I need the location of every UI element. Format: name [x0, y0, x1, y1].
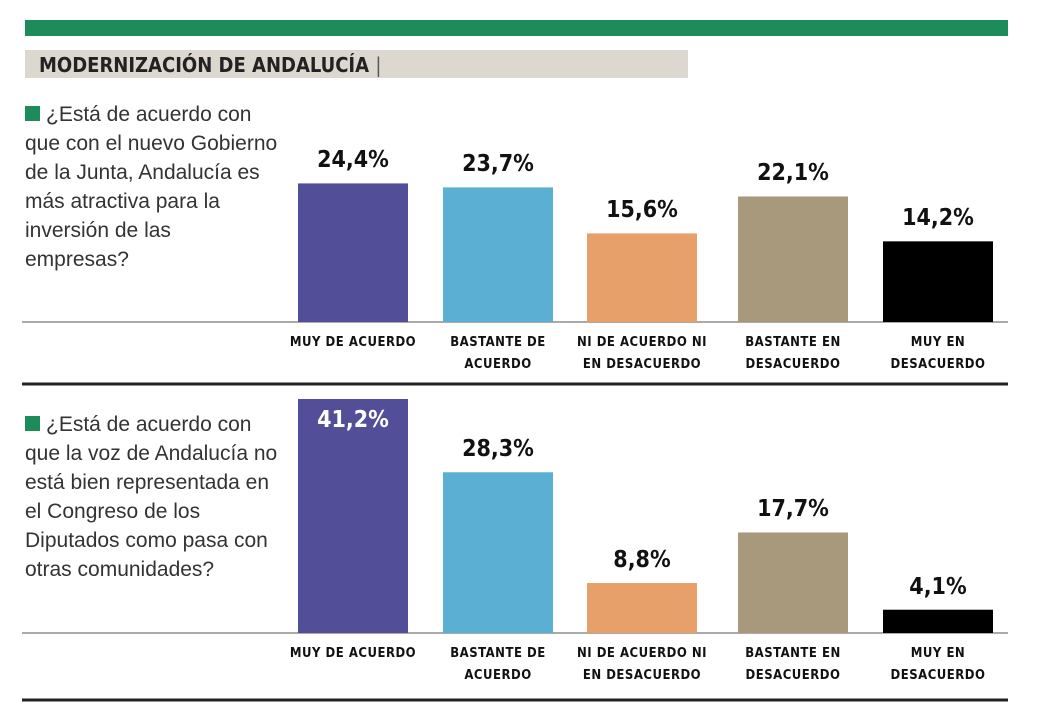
question: ¿Está de acuerdo con que con el nuevo Go… [25, 100, 280, 274]
value-label: 17,7% [757, 496, 829, 523]
bar [587, 583, 697, 633]
value-label: 4,1% [909, 573, 967, 600]
category-label: NI DE ACUERDO NI EN DESACUERDO [577, 646, 707, 683]
bar [883, 609, 993, 633]
bullet [25, 416, 40, 431]
question: ¿Está de acuerdo con que la voz de Andal… [25, 410, 280, 584]
value-label: 15,6% [606, 197, 678, 224]
value-label: 28,3% [462, 436, 534, 463]
bar [738, 196, 848, 322]
value-label: 14,2% [902, 205, 974, 232]
value-label: 8,8% [613, 547, 671, 574]
page-title: MODERNIZACIÓN DE ANDALUCÍA | [25, 50, 688, 78]
value-label: 24,4% [317, 147, 389, 174]
category-label: BASTANTE DE ACUERDO [450, 335, 546, 372]
question-text: ¿Está de acuerdo con que la voz de Andal… [25, 413, 278, 581]
bar [883, 241, 993, 322]
bar [738, 532, 848, 633]
value-label: 41,2% [317, 406, 389, 433]
category-label: MUY DE ACUERDO [289, 335, 417, 350]
value-label: 23,7% [462, 151, 534, 178]
category-label: BASTANTE DE ACUERDO [450, 646, 546, 683]
bullet [25, 106, 40, 121]
bar [298, 398, 408, 633]
top-band [25, 20, 1008, 36]
title-text: MODERNIZACIÓN DE ANDALUCÍA [39, 53, 370, 77]
category-label: MUY EN DESACUERDO [890, 646, 986, 683]
category-label: MUY DE ACUERDO [289, 646, 417, 661]
category-label: BASTANTE EN DESACUERDO [745, 335, 841, 372]
bar [298, 183, 408, 322]
category-label: MUY EN DESACUERDO [890, 335, 986, 372]
value-label: 22,1% [757, 160, 829, 187]
bar [443, 472, 553, 633]
category-label: BASTANTE EN DESACUERDO [745, 646, 841, 683]
bar [443, 187, 553, 322]
category-label: NI DE ACUERDO NI EN DESACUERDO [577, 335, 707, 372]
bar [587, 233, 697, 322]
question-text: ¿Está de acuerdo con que con el nuevo Go… [25, 103, 278, 271]
